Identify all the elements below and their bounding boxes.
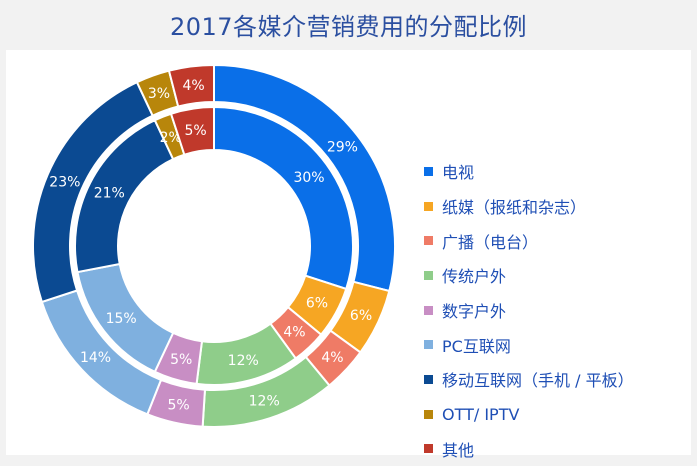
legend-item: OTT/ IPTV <box>424 397 694 432</box>
legend-swatch <box>424 375 433 384</box>
legend: 电视纸媒（报纸和杂志） 广播（电台） 传统户外数字户外 PC互联网移动互联网（手机 /… <box>424 154 694 466</box>
data-label-outer-6: 23% <box>49 174 80 190</box>
data-label-outer-0: 29% <box>327 139 358 155</box>
legend-label: PC互联网 <box>442 333 511 357</box>
legend-label: 广播（电台） <box>442 229 538 253</box>
chart-title: 2017各媒介营销费用的分配比例 <box>0 0 697 48</box>
plot-area: 29%6%4%12%5%14%23%3%4%30%6%4%12%5%15%21%… <box>6 50 691 455</box>
data-label-outer-7: 3% <box>148 86 170 102</box>
legend-swatch <box>424 236 433 245</box>
legend-swatch <box>424 271 433 280</box>
data-label-inner-5: 15% <box>106 311 137 327</box>
data-label-outer-2: 4% <box>321 350 343 366</box>
legend-swatch <box>424 410 433 419</box>
legend-swatch <box>424 306 433 315</box>
legend-label: 传统户外 <box>442 263 506 287</box>
data-label-inner-0: 30% <box>293 170 324 186</box>
legend-item: 移动互联网（手机 / 平板） <box>424 362 694 397</box>
legend-swatch <box>424 340 433 349</box>
data-label-inner-3: 12% <box>228 353 259 369</box>
legend-label: 电视 <box>442 159 474 183</box>
data-label-inner-4: 5% <box>170 352 192 368</box>
legend-item: 纸媒（报纸和杂志） <box>424 189 694 224</box>
legend-swatch <box>424 444 433 453</box>
data-label-outer-3: 12% <box>249 394 280 410</box>
legend-item: 广播（电台） <box>424 223 694 258</box>
legend-label: 数字户外 <box>442 298 506 322</box>
data-label-outer-5: 14% <box>80 350 111 366</box>
legend-item: PC互联网 <box>424 327 694 362</box>
legend-label: 其他 <box>442 437 474 461</box>
legend-item: 传统户外 <box>424 258 694 293</box>
legend-item: 数字户外 <box>424 293 694 328</box>
legend-label: 移动互联网（手机 / 平板） <box>442 367 634 391</box>
data-label-outer-8: 4% <box>183 78 205 94</box>
legend-swatch <box>424 202 433 211</box>
data-label-inner-6: 21% <box>94 186 125 202</box>
data-label-inner-1: 6% <box>306 296 328 312</box>
donut-chart: 29%6%4%12%5%14%23%3%4%30%6%4%12%5%15%21%… <box>6 50 426 455</box>
data-label-inner-8: 5% <box>185 123 207 139</box>
data-label-outer-1: 6% <box>350 308 372 324</box>
legend-label: 纸媒（报纸和杂志） <box>442 194 586 218</box>
data-label-inner-2: 4% <box>283 325 305 341</box>
legend-item: 电视 <box>424 154 694 189</box>
legend-label: OTT/ IPTV <box>442 405 519 424</box>
legend-swatch <box>424 167 433 176</box>
data-label-outer-4: 5% <box>167 398 189 414</box>
